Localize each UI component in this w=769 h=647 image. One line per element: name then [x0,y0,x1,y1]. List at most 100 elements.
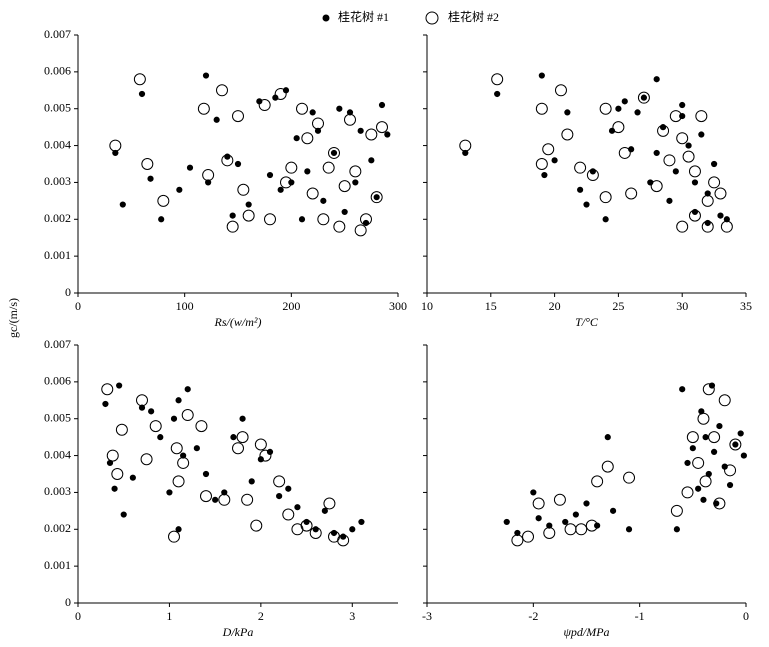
point-open [300,519,313,532]
point-filled [158,216,165,223]
point-open [601,460,614,473]
point-filled [184,386,191,393]
point-filled [129,474,136,481]
point-filled [546,522,553,529]
point-filled [583,201,590,208]
x-tick-label: -3 [422,609,432,623]
point-filled [572,511,579,518]
point-filled [138,90,146,98]
point-filled [541,171,548,179]
point-filled [285,485,292,492]
point-filled [294,504,301,511]
x-tick-label: 3 [349,609,355,623]
point-filled [336,105,343,112]
point-filled [213,116,220,123]
point-filled [700,496,707,503]
point-open [140,453,153,466]
point-filled [221,489,228,496]
point-open [676,132,689,145]
point-filled [202,470,210,478]
legend-label: 桂花树 #2 [448,9,499,24]
y-tick-label: 0.002 [44,211,71,225]
point-open [637,91,650,104]
point-filled [679,386,686,393]
point-filled [148,408,155,415]
point-open [141,158,154,170]
point-filled [112,149,119,157]
point-filled [535,515,542,522]
point-filled [341,208,348,216]
point-open [195,420,208,433]
point-filled [330,149,338,157]
x-axis-title: ψpd/MPa [563,625,609,639]
point-open [306,187,319,200]
x-tick-label: 10 [421,299,433,313]
point-open [328,146,340,159]
point-open [337,534,350,547]
point-open [459,139,472,152]
x-tick-label: 35 [740,299,752,313]
point-filled [373,194,380,201]
point-open [701,220,714,233]
point-open [676,220,689,233]
point-open [708,176,721,189]
legend-marker [322,14,330,22]
point-open [338,180,351,193]
point-filled [691,179,699,186]
point-filled [732,441,739,448]
point-open [599,191,612,204]
point-open [282,508,295,521]
point-filled [716,422,723,430]
point-open [720,220,733,233]
point-open [323,497,336,510]
y-tick-label: 0.001 [44,558,71,572]
legend-label: 桂花树 #1 [338,9,389,24]
point-open [511,534,524,547]
y-tick-label: 0.007 [44,27,71,41]
point-open [681,486,694,499]
point-filled [562,518,569,526]
point-open [170,442,183,455]
point-open [669,110,682,123]
x-tick-label: 15 [485,299,497,313]
x-tick-label: 2 [258,609,264,623]
point-open [553,493,566,506]
point-filled [625,526,633,533]
point-filled [384,131,391,138]
y-tick-label: 0.005 [44,410,71,424]
point-filled [102,400,109,408]
point-filled [514,529,521,537]
x-tick-label: 100 [176,299,194,313]
point-open [702,383,715,396]
point-open [543,526,556,539]
y-tick-label: 0.002 [44,521,71,535]
point-filled [583,500,590,507]
point-open [670,504,683,517]
point-open [274,87,287,100]
point-filled [239,415,246,422]
point-open [564,523,577,536]
point-filled [604,434,611,441]
point-open [535,158,548,170]
point-filled [673,526,680,533]
point-open [136,394,148,407]
point-open [625,187,638,200]
point-open [708,431,721,444]
point-filled [640,94,648,101]
point-filled [205,179,212,186]
x-tick-label: -2 [528,609,538,623]
y-axis-title: gc/(m/s) [6,298,20,338]
point-filled [298,216,306,223]
point-filled [293,135,300,142]
point-open [232,442,244,455]
point-open [232,110,244,123]
point-open [542,143,555,156]
point-filled [378,101,386,109]
y-tick-label: 0.004 [44,447,71,461]
y-tick-label: 0.003 [44,174,71,188]
point-open [258,99,271,112]
point-filled [234,160,242,168]
point-open [344,113,356,126]
point-filled [116,382,123,389]
